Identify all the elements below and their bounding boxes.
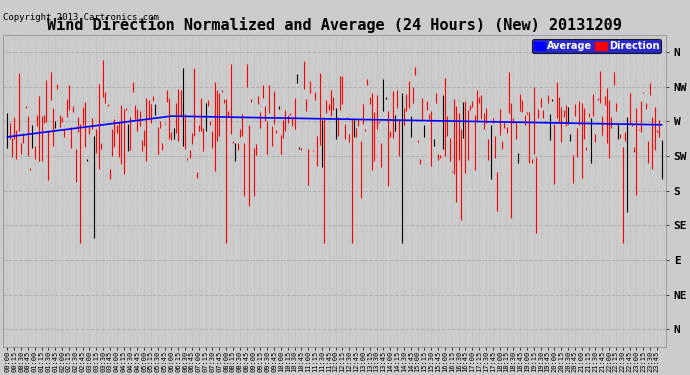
Legend: Average, Direction: Average, Direction bbox=[531, 39, 661, 53]
Text: Copyright 2013 Cartronics.com: Copyright 2013 Cartronics.com bbox=[3, 13, 159, 22]
Title: Wind Direction Normalized and Average (24 Hours) (New) 20131209: Wind Direction Normalized and Average (2… bbox=[47, 17, 622, 33]
